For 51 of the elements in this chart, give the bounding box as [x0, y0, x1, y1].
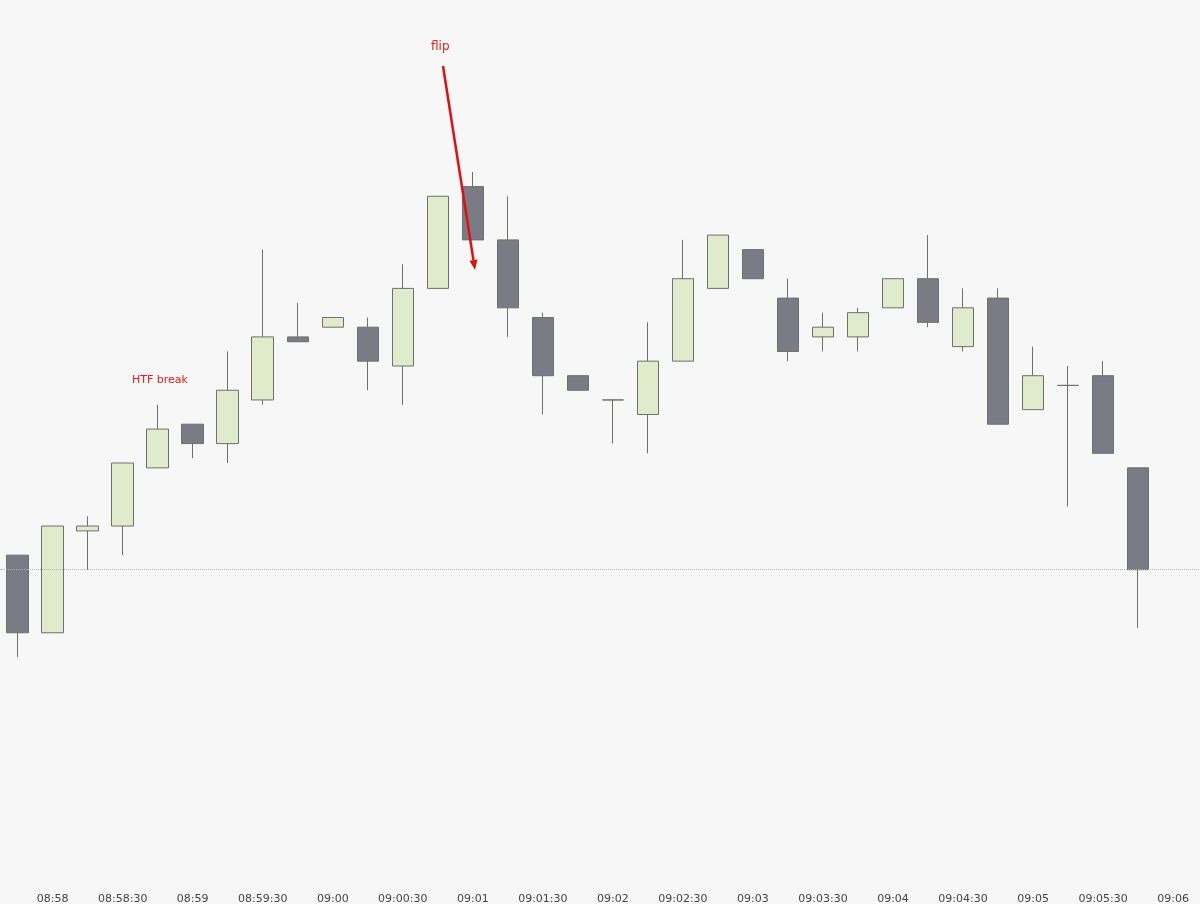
x-tick-label: 09:05	[1017, 892, 1049, 904]
candlestick	[251, 249, 274, 406]
x-tick-label: 09:01:30	[518, 892, 568, 904]
x-tick-label: 09:00:30	[378, 892, 428, 904]
candlestick	[146, 404, 169, 469]
x-tick-label: 09:06	[1157, 892, 1189, 904]
candlestick	[917, 234, 939, 328]
candlestick	[497, 195, 519, 338]
candlestick	[987, 287, 1009, 425]
candlestick	[181, 423, 204, 459]
x-tick-label: 09:04:30	[938, 892, 988, 904]
candlestick	[532, 312, 554, 415]
x-tick-label: 09:03	[737, 892, 769, 904]
candlestick	[777, 278, 799, 362]
candlestick	[111, 462, 134, 556]
candlestick	[1092, 360, 1114, 454]
candlestick	[882, 278, 904, 309]
x-tick-label: 09:00	[316, 892, 349, 904]
candlestick	[847, 307, 869, 352]
candlestick	[707, 234, 729, 289]
candlestick	[742, 249, 764, 280]
candlestick	[322, 317, 344, 328]
candlestick	[637, 321, 659, 454]
candlestick	[567, 375, 589, 391]
x-tick-label: 08:58	[36, 892, 69, 904]
x-tick-label: 09:05:30	[1078, 892, 1128, 904]
candlestick	[392, 263, 414, 406]
x-tick-label: 09:03:30	[798, 892, 848, 904]
candlestick	[6, 554, 29, 658]
candlestick	[76, 515, 99, 571]
candlestick	[952, 287, 974, 352]
candlestick	[672, 239, 694, 362]
candlestick	[1022, 346, 1044, 411]
candlestick	[287, 302, 309, 343]
x-tick-label: 08:59:30	[238, 892, 288, 904]
candlestick	[812, 312, 834, 352]
x-tick-label: 08:58:30	[97, 892, 148, 904]
text: flip	[431, 39, 450, 53]
candlestick	[602, 399, 624, 445]
candlestick	[216, 350, 239, 464]
x-tick-label: 09:02:30	[658, 892, 708, 904]
candlestick	[1127, 467, 1149, 629]
candlestick	[1057, 365, 1079, 508]
x-tick-label: 09:01	[456, 892, 489, 904]
x-tick-label: 09:02	[597, 892, 629, 904]
candlestick	[357, 317, 379, 391]
x-tick-label: 09:04	[877, 892, 909, 904]
annotation: HTF break	[132, 373, 189, 386]
x-tick-label: 08:59	[176, 892, 209, 904]
candlestick	[41, 525, 64, 634]
candlestick	[427, 195, 449, 289]
